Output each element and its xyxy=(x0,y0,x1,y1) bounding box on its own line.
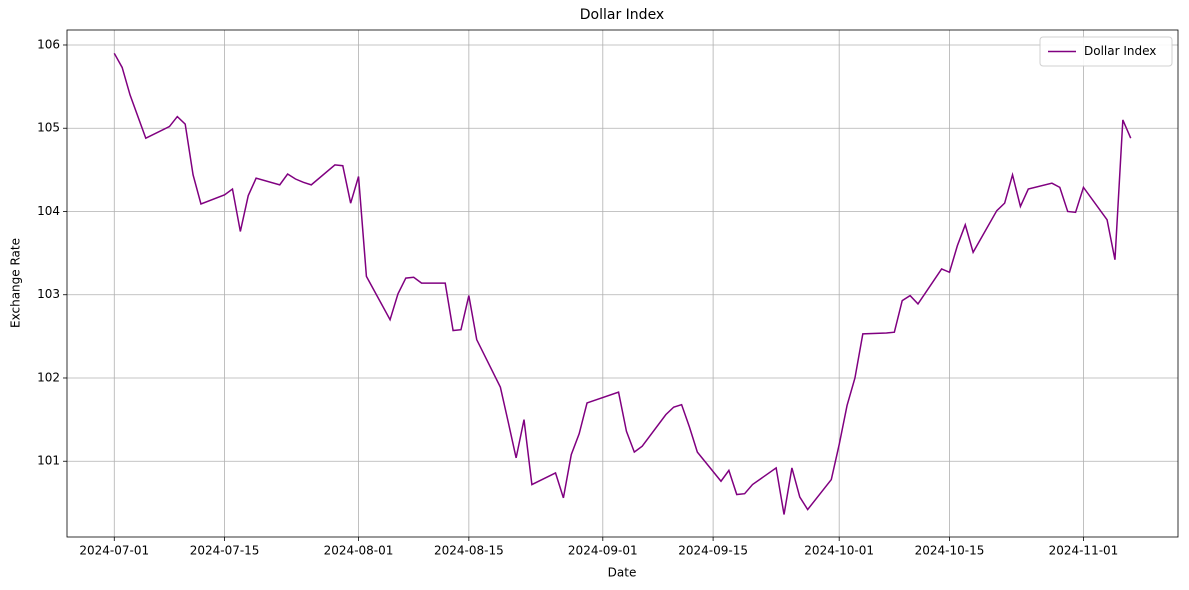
y-tick-label: 102 xyxy=(37,370,60,384)
legend-label: Dollar Index xyxy=(1084,44,1156,58)
y-tick-label: 104 xyxy=(37,204,60,218)
line xyxy=(113,52,1132,515)
x-tick-label: 2024-09-15 xyxy=(678,544,748,558)
y-tick-label: 101 xyxy=(37,454,60,468)
x-tick-label: 2024-10-15 xyxy=(915,544,985,558)
x-tick-label: 2024-08-01 xyxy=(324,544,394,558)
y-tick-label: 106 xyxy=(37,37,60,51)
x-axis-label: Date xyxy=(608,566,637,580)
plot-frame xyxy=(66,29,1179,538)
x-tick-label: 2024-08-15 xyxy=(434,544,504,558)
chart-title: Dollar Index xyxy=(580,7,664,23)
y-axis-label: Exchange Rate xyxy=(9,238,23,328)
x-tick-label: 2024-07-15 xyxy=(190,544,260,558)
x-tick-label: 2024-11-01 xyxy=(1049,544,1119,558)
x-tick-label: 2024-10-01 xyxy=(804,544,874,558)
x-tick-label: 2024-07-01 xyxy=(79,544,149,558)
y-tick-label: 105 xyxy=(37,121,60,135)
legend-box xyxy=(1039,36,1173,67)
x-tick-label: 2024-09-01 xyxy=(568,544,638,558)
y-tick-label: 103 xyxy=(37,287,60,301)
